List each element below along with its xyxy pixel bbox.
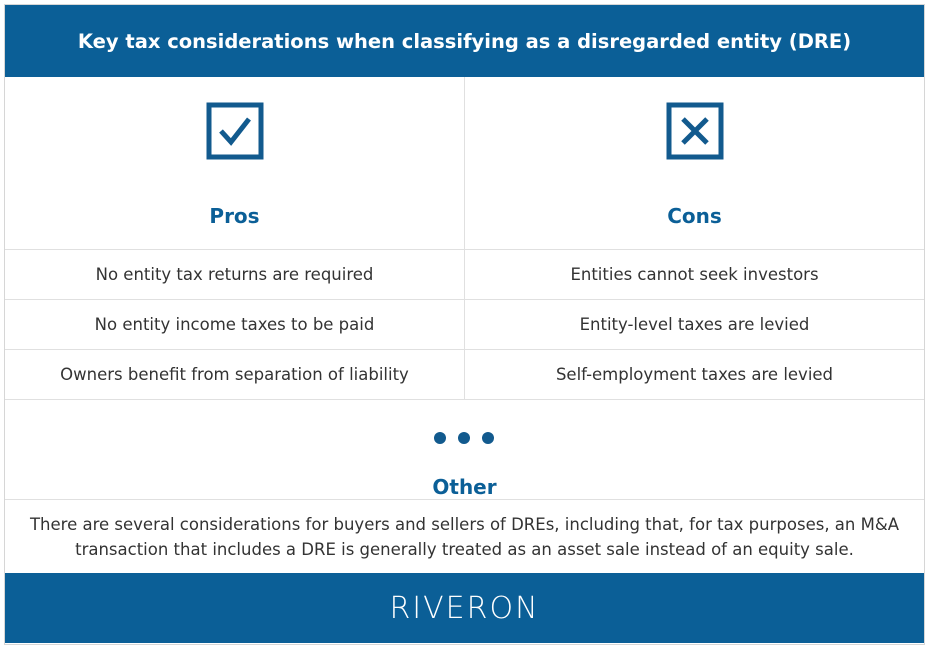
other-text: There are several considerations for buy… (29, 514, 900, 559)
pro-item: No entity tax returns are required (95, 265, 374, 284)
con-item: Entity-level taxes are levied (579, 315, 810, 334)
check-icon (206, 102, 264, 160)
divider (5, 399, 924, 400)
pros-title: Pros (209, 204, 260, 228)
header: Key tax considerations when classifying … (5, 5, 924, 77)
con-item: Self-employment taxes are levied (555, 365, 834, 384)
con-item: Entities cannot seek investors (570, 265, 819, 284)
divider (5, 349, 924, 350)
divider (5, 499, 924, 500)
frame (4, 4, 925, 645)
cons-title: Cons (667, 204, 722, 228)
divider (464, 77, 465, 400)
x-icon (666, 102, 724, 160)
footer-logo: RIVERON (5, 573, 924, 643)
other-title: Other (432, 475, 497, 499)
pro-item: Owners benefit from separation of liabil… (60, 365, 409, 384)
dots-icon (434, 432, 494, 444)
divider (5, 299, 924, 300)
divider (5, 249, 924, 250)
pro-item: No entity income taxes to be paid (94, 315, 375, 334)
